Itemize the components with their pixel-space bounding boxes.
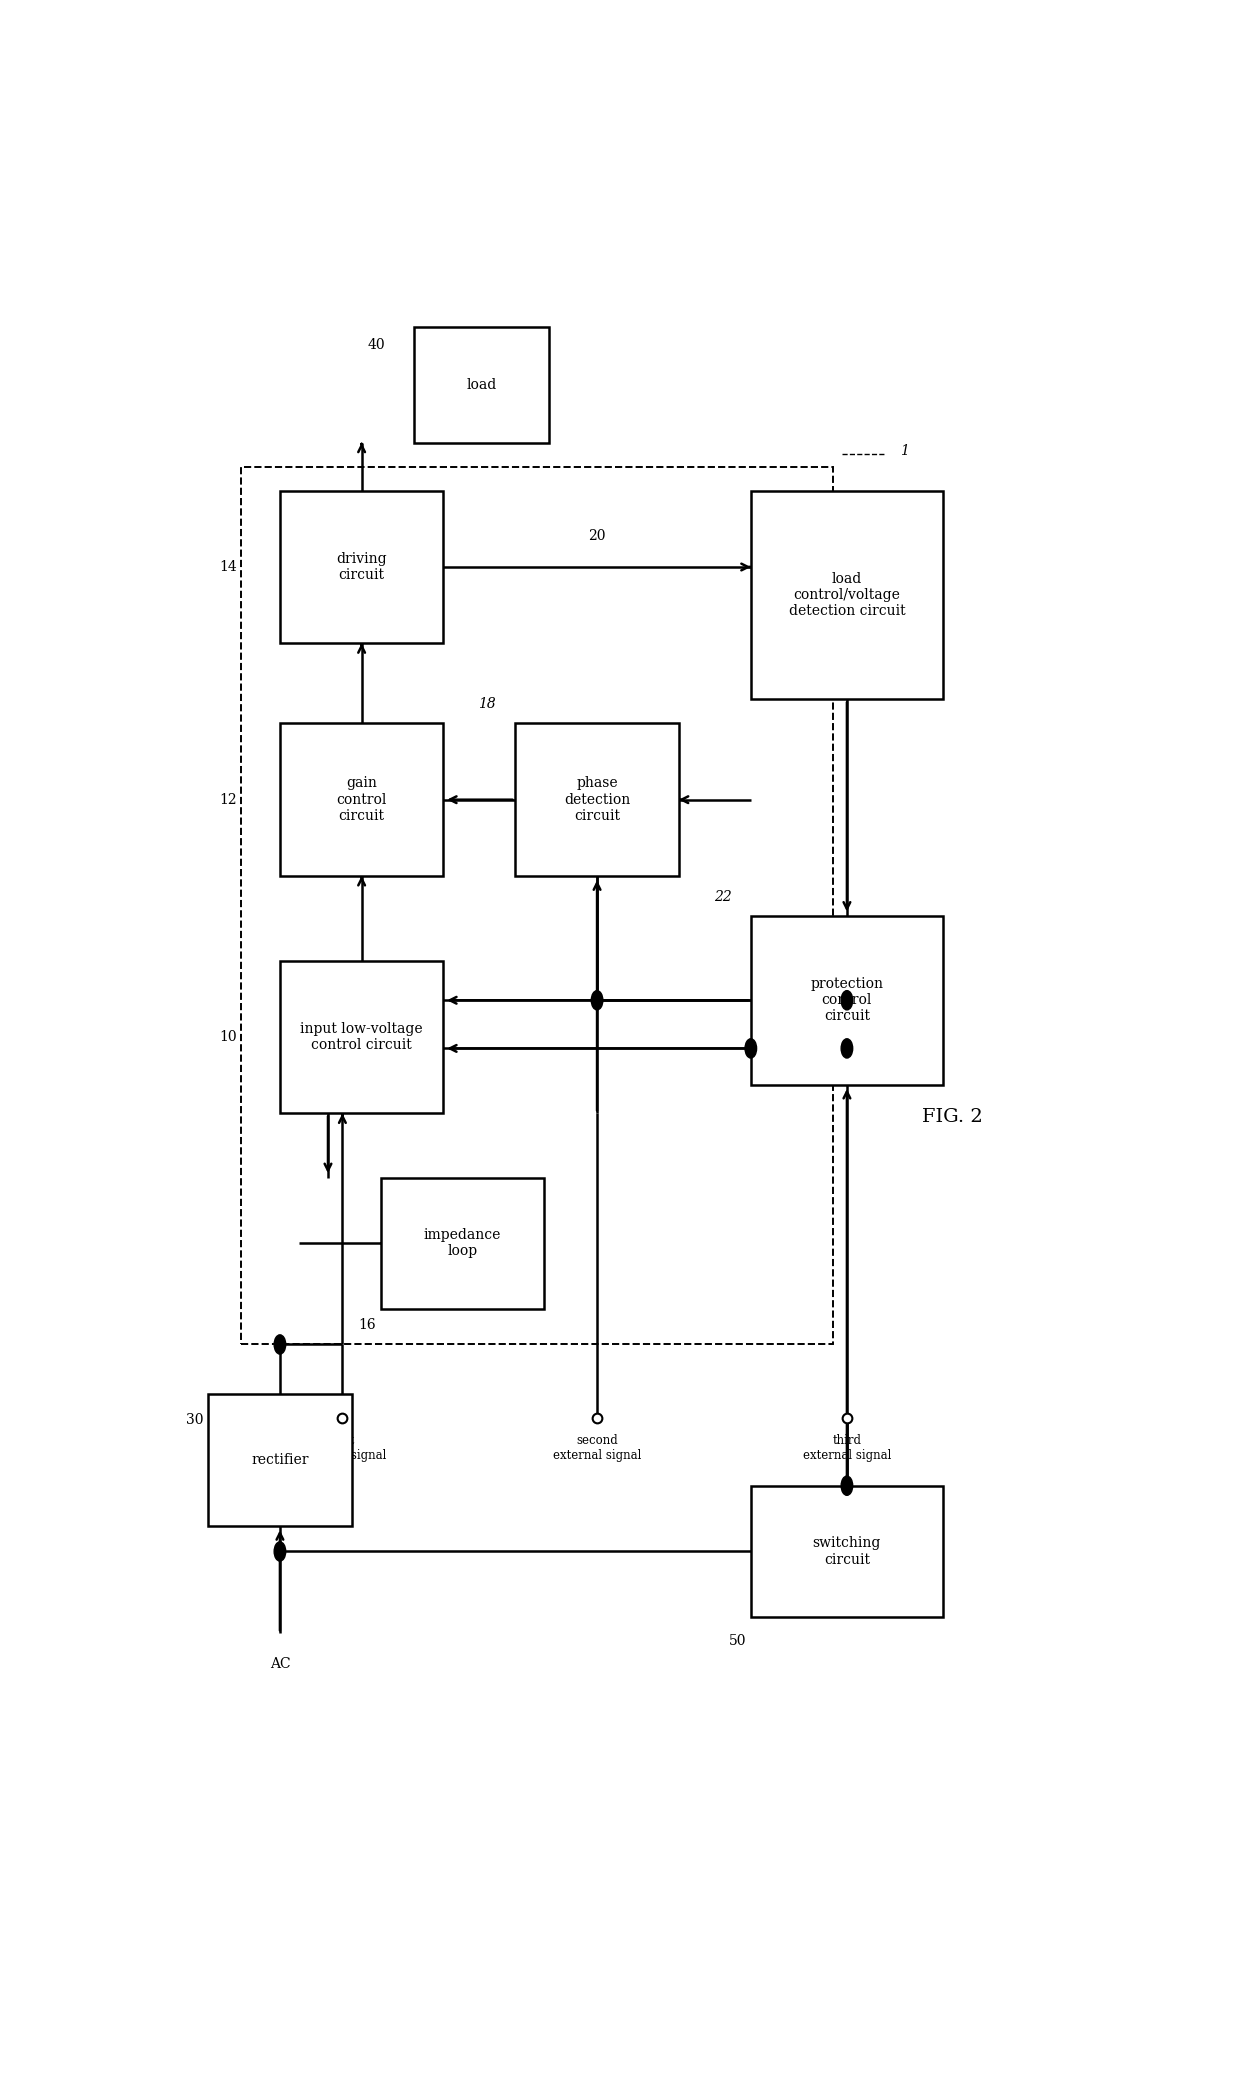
Bar (280, 961, 444, 1113)
Circle shape (841, 1038, 853, 1059)
Text: 20: 20 (588, 529, 606, 544)
Text: input low-voltage
control circuit: input low-voltage control circuit (300, 1021, 423, 1052)
Text: 10: 10 (219, 1029, 237, 1044)
Text: impedance
loop: impedance loop (424, 1227, 501, 1259)
Text: gain
control
circuit: gain control circuit (336, 777, 387, 823)
Text: AC: AC (269, 1657, 290, 1671)
Text: phase
detection
circuit: phase detection circuit (564, 777, 630, 823)
Text: rectifier: rectifier (252, 1453, 309, 1467)
Bar (242, 467, 832, 1344)
Text: 16: 16 (358, 1319, 376, 1332)
Bar (381, 1177, 544, 1309)
Text: switching
circuit: switching circuit (812, 1536, 882, 1567)
Text: 14: 14 (219, 561, 237, 573)
Circle shape (591, 990, 603, 1011)
Circle shape (274, 1336, 285, 1355)
Circle shape (274, 1542, 285, 1561)
Bar (414, 327, 549, 442)
Text: 40: 40 (368, 338, 386, 352)
Text: load
control/voltage
detection circuit: load control/voltage detection circuit (789, 571, 905, 619)
Bar (280, 723, 444, 875)
Text: second
external signal: second external signal (553, 1434, 641, 1463)
Circle shape (841, 1475, 853, 1496)
Bar (751, 1486, 944, 1617)
Bar (208, 1394, 352, 1525)
Bar (751, 917, 944, 1084)
Text: first
external signal: first external signal (298, 1434, 387, 1463)
Text: FIG. 2: FIG. 2 (923, 1107, 983, 1125)
Text: protection
control
circuit: protection control circuit (811, 977, 883, 1023)
Bar (751, 492, 944, 700)
Text: driving
circuit: driving circuit (336, 552, 387, 581)
Text: third
external signal: third external signal (802, 1434, 892, 1463)
Circle shape (745, 1038, 756, 1059)
Text: 30: 30 (186, 1413, 203, 1428)
Text: 22: 22 (714, 890, 732, 904)
Bar (280, 492, 444, 644)
Bar (516, 723, 678, 875)
Text: 1: 1 (900, 444, 909, 458)
Text: load: load (466, 377, 497, 392)
Text: 12: 12 (219, 792, 237, 807)
Text: 50: 50 (729, 1634, 746, 1648)
Circle shape (841, 990, 853, 1011)
Text: 18: 18 (479, 698, 496, 711)
